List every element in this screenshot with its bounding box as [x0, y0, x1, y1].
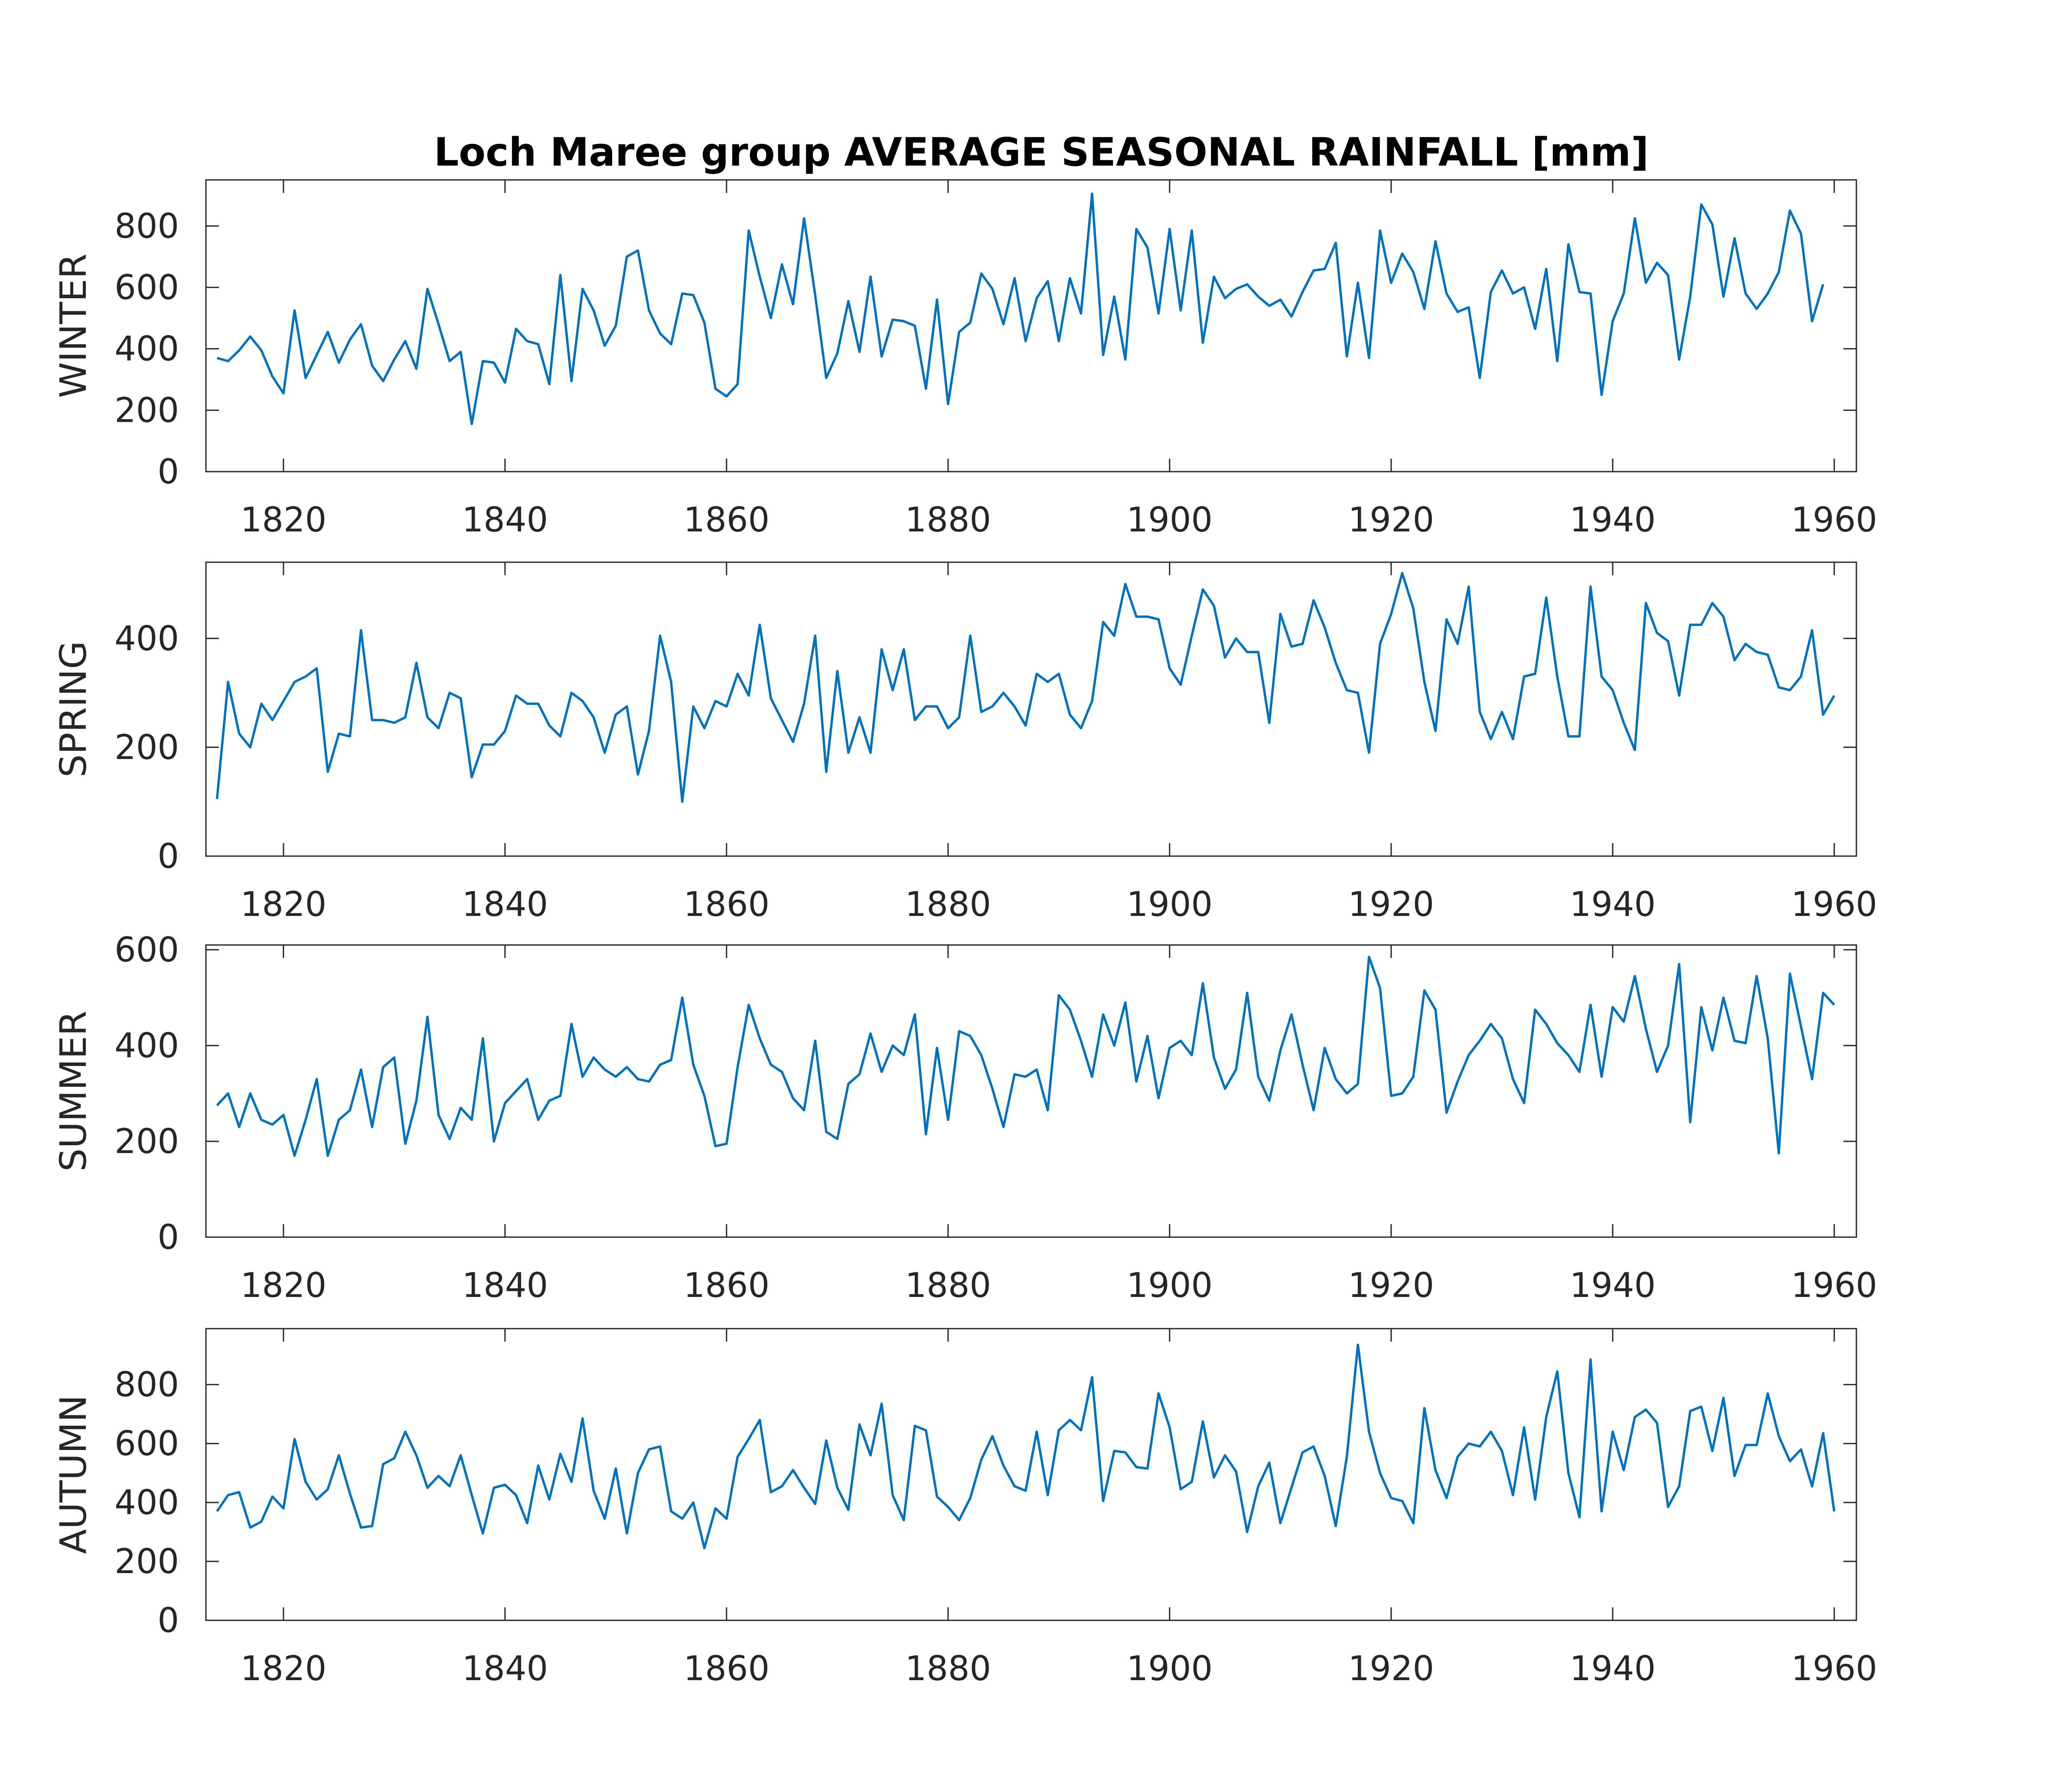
y-tick-label-autumn: 200: [114, 1542, 179, 1581]
series-line-autumn: [216, 1343, 1836, 1550]
y-axis-label-autumn: AUTUMN: [52, 1395, 95, 1554]
x-tick-label-autumn: 1880: [905, 1649, 991, 1688]
y-tick-label-autumn: 0: [157, 1601, 179, 1640]
panel-frame-summer: [205, 944, 1857, 1238]
y-tick-label-summer: 600: [114, 931, 179, 970]
x-tick-label-winter: 1900: [1127, 501, 1213, 540]
y-tick-label-spring: 400: [114, 619, 179, 658]
panel-winter: 0 200 400 600 800 1820 1840 1860 1880 1900 1920 194…: [52, 179, 1878, 540]
x-tick-label-autumn: 1820: [241, 1649, 327, 1688]
x-tick-label-summer: 1880: [905, 1266, 991, 1305]
y-tick-label-winter: 0: [157, 453, 179, 492]
x-tick-label-winter: 1940: [1570, 501, 1656, 540]
x-tick-label-spring: 1880: [905, 885, 991, 924]
x-tick-label-summer: 1820: [241, 1266, 327, 1305]
x-tick-label-spring: 1940: [1570, 885, 1656, 924]
y-tick-label-autumn: 800: [114, 1365, 179, 1404]
chart-title: Loch Maree group AVERAGE SEASONAL RAINFA…: [434, 130, 1649, 175]
panel-spring: 0 200 400 1820 1840 1860 1880 1900 1920 1940 1960 S…: [52, 561, 1878, 924]
y-tick-label-summer: 200: [114, 1122, 179, 1161]
x-tick-label-winter: 1840: [462, 501, 548, 540]
y-tick-label-autumn: 600: [114, 1424, 179, 1463]
series-line-summer: [216, 955, 1835, 1157]
x-tick-label-autumn: 1920: [1348, 1649, 1435, 1688]
x-tick-label-winter: 1820: [241, 501, 327, 540]
panel-autumn: 0 200 400 600 800 1820 1840 1860 1880 1900 1920 194…: [52, 1328, 1878, 1688]
x-tick-label-spring: 1840: [462, 885, 548, 924]
x-tick-label-winter: 1880: [905, 501, 991, 540]
panel-summer: 0 200 400 600 1820 1840 1860 1880 1900 1920 1940 19…: [52, 931, 1877, 1305]
x-tick-label-autumn: 1940: [1570, 1649, 1656, 1688]
x-tick-label-spring: 1860: [684, 885, 770, 924]
x-tick-label-summer: 1940: [1570, 1266, 1656, 1305]
y-tick-label-winter: 600: [114, 268, 179, 307]
y-tick-label-winter: 400: [114, 330, 179, 369]
x-tick-label-summer: 1900: [1127, 1266, 1213, 1305]
x-tick-label-spring: 1820: [241, 885, 327, 924]
x-tick-label-summer: 1920: [1348, 1266, 1435, 1305]
x-tick-label-spring: 1960: [1791, 885, 1878, 924]
y-axis-label-summer: SUMMER: [52, 1010, 95, 1171]
y-tick-label-autumn: 400: [114, 1483, 179, 1522]
panel-frame-spring: [205, 561, 1857, 857]
y-axis-label-winter: WINTER: [52, 254, 95, 398]
y-tick-label-spring: 200: [114, 728, 179, 767]
x-tick-label-autumn: 1900: [1127, 1649, 1213, 1688]
y-tick-label-winter: 200: [114, 391, 179, 430]
x-tick-label-summer: 1960: [1791, 1266, 1878, 1305]
y-tick-label-spring: 0: [157, 837, 179, 876]
x-tick-label-winter: 1920: [1348, 501, 1435, 540]
x-tick-label-summer: 1860: [684, 1266, 770, 1305]
x-tick-label-autumn: 1960: [1791, 1649, 1878, 1688]
x-tick-label-autumn: 1860: [684, 1649, 770, 1688]
y-tick-label-summer: 0: [157, 1218, 179, 1257]
series-line-spring: [215, 572, 1836, 803]
y-axis-label-spring: SPRING: [52, 641, 95, 777]
x-tick-label-spring: 1920: [1348, 885, 1435, 924]
series-line-winter: [216, 192, 1824, 425]
x-tick-label-summer: 1840: [462, 1266, 548, 1305]
x-tick-label-winter: 1860: [684, 501, 770, 540]
x-tick-label-spring: 1900: [1127, 885, 1213, 924]
x-tick-label-winter: 1960: [1791, 501, 1878, 540]
y-tick-label-summer: 400: [114, 1026, 179, 1065]
y-tick-label-winter: 800: [114, 207, 179, 246]
x-tick-label-autumn: 1840: [462, 1649, 548, 1688]
panel-frame-winter: [205, 179, 1857, 472]
